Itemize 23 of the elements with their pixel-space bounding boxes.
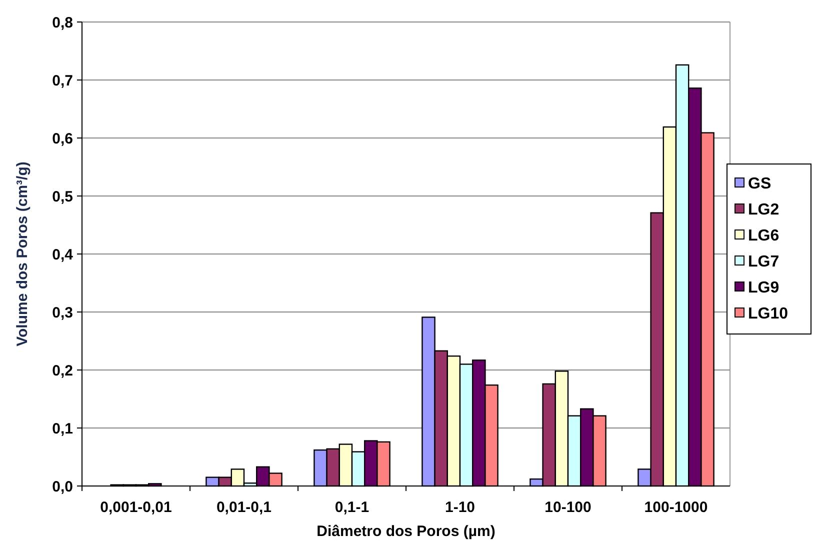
- x-tick-label: 10-100: [544, 499, 592, 516]
- y-tick-label: 0,5: [52, 188, 73, 206]
- y-tick-label: 0,4: [52, 246, 74, 264]
- x-tick-label: 100-1000: [644, 499, 708, 516]
- legend-label: GS: [748, 176, 772, 193]
- legend-label: LG10: [748, 306, 788, 323]
- legend-label: LG7: [748, 254, 780, 271]
- x-tick-label: 0,1-1: [334, 499, 370, 516]
- x-axis-title: Diâmetro dos Poros (µm): [316, 523, 496, 540]
- x-tick-label: 0,01-0,1: [216, 499, 272, 516]
- x-tick-label: 0,001-0,01: [100, 499, 172, 516]
- y-axis-title: Volume dos Poros (cm³/g): [14, 162, 31, 346]
- y-tick-label: 0,2: [52, 362, 73, 380]
- x-tick-label: 1-10: [444, 499, 476, 516]
- y-tick-label: 0,6: [52, 130, 73, 148]
- y-tick-label: 0,0: [52, 478, 73, 496]
- y-tick-label: 0,1: [52, 420, 73, 438]
- y-tick-label: 0,8: [52, 14, 73, 32]
- legend-label: LG2: [748, 202, 780, 219]
- legend-label: LG6: [748, 228, 780, 245]
- y-tick-label: 0,3: [52, 304, 73, 322]
- legend-label: LG9: [748, 280, 780, 297]
- y-tick-label: 0,7: [52, 72, 73, 90]
